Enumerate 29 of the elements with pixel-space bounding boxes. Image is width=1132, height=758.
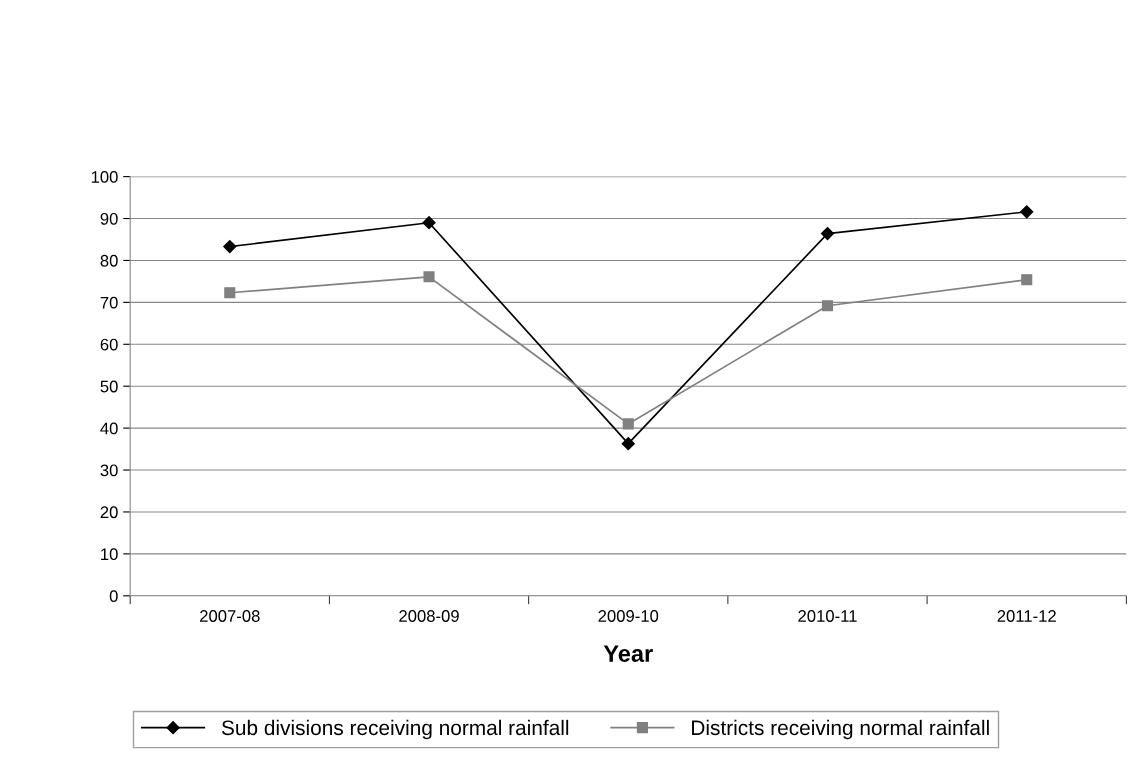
legend-label: Sub divisions receiving normal rainfall bbox=[221, 719, 569, 740]
y-tick-label: 50 bbox=[100, 380, 118, 393]
x-tick-label: 2010-11 bbox=[798, 610, 857, 622]
y-tick-label: 30 bbox=[100, 464, 118, 477]
point bbox=[1020, 205, 1034, 219]
point bbox=[1021, 274, 1033, 286]
y-tick-label: 100 bbox=[91, 171, 118, 183]
y-tick-label: 0 bbox=[109, 590, 118, 602]
point bbox=[422, 216, 436, 230]
y-tick-label: 60 bbox=[100, 338, 118, 351]
y-tick-label: 70 bbox=[100, 296, 118, 309]
x-tick-label: 2008-09 bbox=[399, 610, 459, 622]
x-tick-label: 2011-12 bbox=[997, 610, 1056, 622]
point bbox=[621, 437, 635, 451]
x-tick-label: 2007-08 bbox=[200, 610, 260, 622]
x-tick-label: 2009-10 bbox=[598, 610, 659, 622]
x-axis-title: Year bbox=[603, 645, 653, 662]
point bbox=[821, 300, 834, 312]
legend-label: Districts receiving normal rainfall bbox=[692, 719, 989, 740]
point bbox=[223, 240, 237, 254]
point bbox=[423, 271, 435, 283]
y-tick-label: 80 bbox=[100, 254, 118, 267]
point bbox=[820, 227, 835, 241]
point bbox=[622, 418, 634, 430]
point bbox=[224, 287, 236, 299]
y-tick-label: 40 bbox=[100, 422, 118, 435]
y-tick-label: 20 bbox=[100, 506, 118, 519]
y-tick-label: 10 bbox=[101, 548, 118, 561]
y-tick-label: 90 bbox=[100, 212, 118, 225]
